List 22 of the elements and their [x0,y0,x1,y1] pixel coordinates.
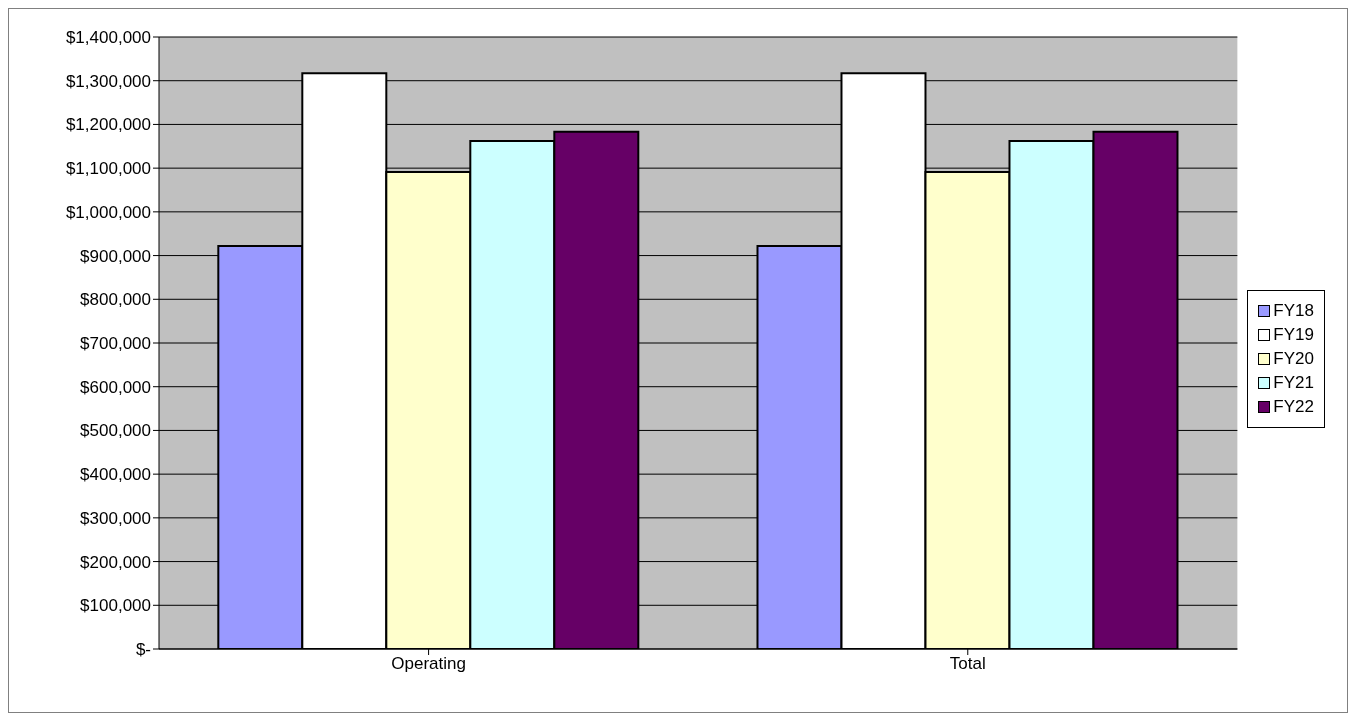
y-tick-label: $600,000 [80,377,151,397]
legend-label: FY21 [1273,373,1314,393]
y-tick-label: $1,100,000 [65,159,151,179]
y-tick-label: $1,200,000 [65,115,151,135]
legend-label: FY18 [1273,301,1314,321]
y-tick-label: $200,000 [80,552,151,572]
y-tick-label: $900,000 [80,246,151,266]
y-tick-label: $700,000 [80,334,151,354]
y-tick-label: $1,400,000 [65,28,151,48]
legend-label: FY22 [1273,397,1314,417]
y-tick-label: $1,300,000 [65,71,151,91]
y-tick-label: $400,000 [80,465,151,485]
y-tick-label: $300,000 [80,508,151,528]
y-tick-label: $1,000,000 [65,202,151,222]
x-tick-label: Total [949,654,986,674]
y-tick-label: $- [135,640,151,660]
legend-label: FY20 [1273,349,1314,369]
y-tick-label: $100,000 [80,596,151,616]
x-tick-label: Operating [391,654,466,674]
legend-label: FY19 [1273,325,1314,345]
y-tick-label: $500,000 [80,421,151,441]
y-tick-label: $800,000 [80,290,151,310]
